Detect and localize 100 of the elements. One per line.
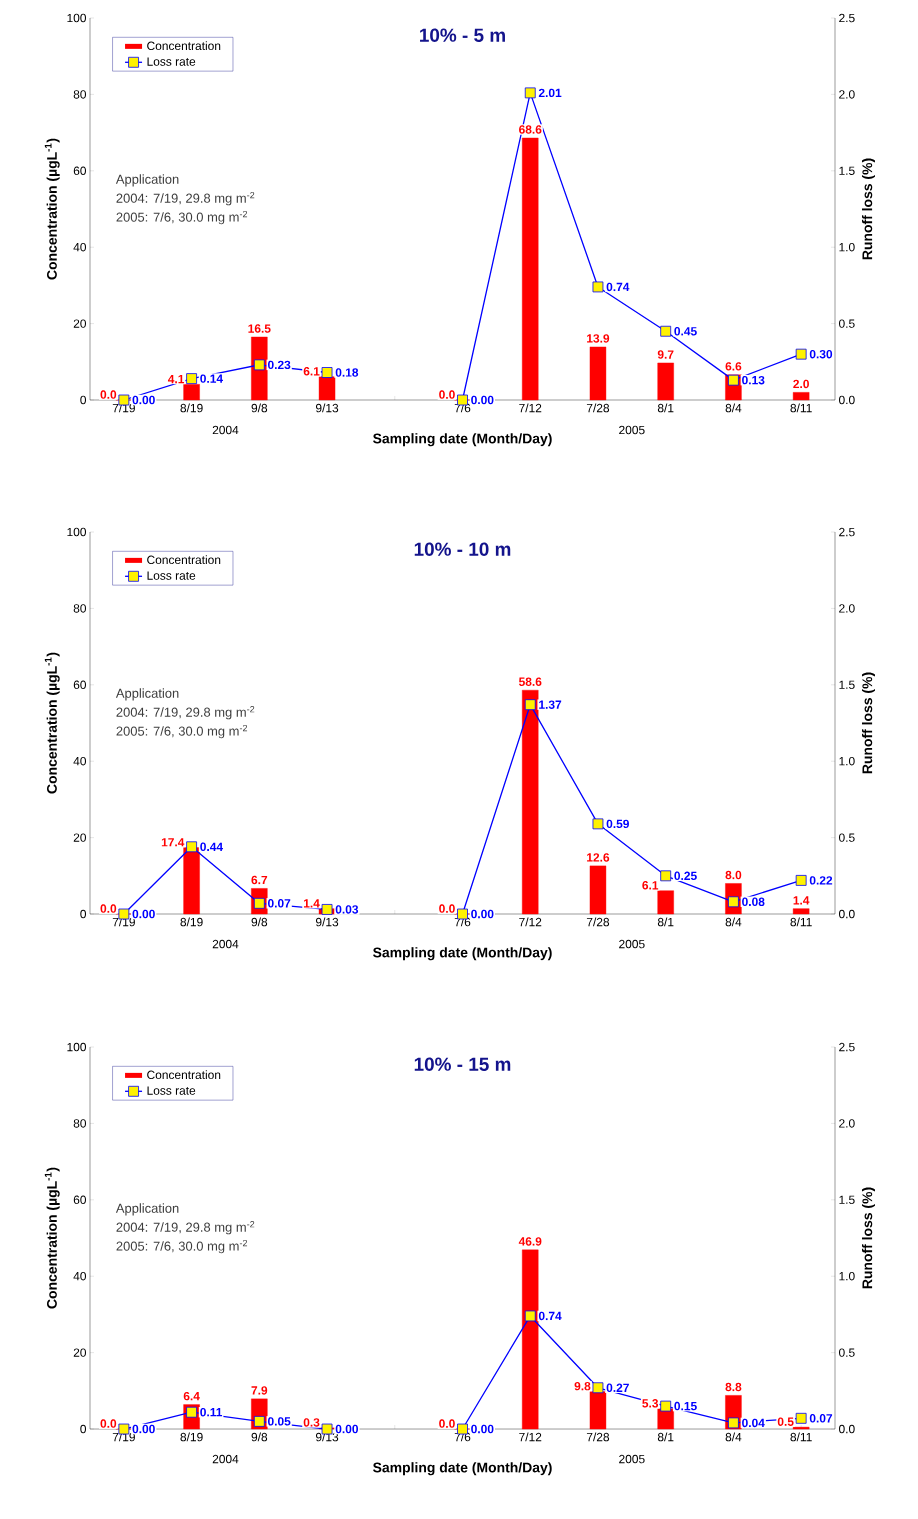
x-tick-label: 9/8 xyxy=(251,403,268,413)
y-tick-label: 80 xyxy=(73,90,87,99)
data-label: 4.1 xyxy=(167,374,185,384)
data-label: 17.4 xyxy=(161,838,185,847)
x-tick-label: 8/4 xyxy=(725,403,742,413)
chart-title: 10% - 5 m xyxy=(420,28,505,42)
x-tick-label: 8/4 xyxy=(725,1432,742,1442)
data-label: 0.0 xyxy=(439,904,455,913)
y-tick-label: 20 xyxy=(73,319,87,328)
annotation: 2004: 7/19, 29.8 mg m$^{-2}$ xyxy=(116,191,255,206)
data-label: 6.1 xyxy=(642,881,659,890)
data-label: 0.44 xyxy=(200,842,223,852)
data-label: 0.00 xyxy=(471,909,494,919)
annotation: Application xyxy=(115,688,179,701)
data-label: 9.8 xyxy=(574,1381,591,1391)
data-label: 1.37 xyxy=(539,700,562,709)
data-label: 0.0 xyxy=(439,1419,455,1428)
x-tick-label: 7/28 xyxy=(586,917,610,927)
data-label: 16.5 xyxy=(248,324,271,333)
x-axis-title: Sampling date (Month/Day) xyxy=(373,433,552,447)
data-label: 0.25 xyxy=(674,871,697,881)
x-tick-label: 8/19 xyxy=(180,1432,203,1442)
x-tick-label: 9/8 xyxy=(251,1432,268,1442)
y2-tick-label: 1.5 xyxy=(839,1195,855,1204)
data-label: 0.15 xyxy=(674,1401,697,1411)
data-label: 46.9 xyxy=(518,1237,542,1246)
y2-tick-label: 1.0 xyxy=(839,1271,855,1281)
data-label: 0.00 xyxy=(132,395,155,405)
text: 2005 xyxy=(619,939,645,949)
x-tick-label: 7/28 xyxy=(586,403,610,413)
data-label: 0.00 xyxy=(335,1424,359,1434)
y-tick-label: 80 xyxy=(73,604,87,613)
data-label: 0.18 xyxy=(335,368,359,377)
data-label: 0.0 xyxy=(439,390,455,399)
data-label: 7.9 xyxy=(251,1386,268,1395)
y-tick-label: 0 xyxy=(80,395,87,405)
annotation: 2005: 7/6, 30.0 mg m$^{-2}$ xyxy=(116,724,248,739)
data-label: 1.4 xyxy=(303,899,320,908)
y-axis-title: Concentration (µgL$^{-1}$) xyxy=(44,1167,60,1309)
y-tick-label: 100 xyxy=(67,1042,87,1052)
data-label: 0.0 xyxy=(100,390,117,399)
legend-label: Loss rate xyxy=(147,571,196,580)
legend-label: Concentration xyxy=(147,555,221,565)
x-tick-label: 8/1 xyxy=(657,1432,674,1442)
y-axis-title: Concentration (µgL$^{-1}$) xyxy=(44,652,60,794)
x-tick-label: 8/1 xyxy=(657,917,674,927)
y-tick-label: 0 xyxy=(80,1424,87,1434)
y2-tick-label: 1.5 xyxy=(839,680,855,689)
y-tick-label: 60 xyxy=(73,1195,87,1205)
annotation: 2005: 7/6, 30.0 mg m$^{-2}$ xyxy=(116,210,248,225)
y2-tick-label: 2.5 xyxy=(839,527,855,537)
x-tick-label: 7/12 xyxy=(519,1432,542,1442)
y2-tick-label: 1.5 xyxy=(839,166,855,175)
data-label: 0.45 xyxy=(674,327,697,336)
data-label: 0.22 xyxy=(809,876,833,885)
y-tick-label: 60 xyxy=(73,680,87,690)
data-label: 2.01 xyxy=(538,88,562,98)
data-label: 0.07 xyxy=(809,1414,833,1423)
x-tick-label: 8/11 xyxy=(790,917,812,927)
data-label: 0.00 xyxy=(471,395,494,405)
data-label: 0.03 xyxy=(335,905,359,914)
y2-tick-label: 0.0 xyxy=(839,1424,855,1434)
data-label: 9.7 xyxy=(657,350,674,359)
data-label: 0.00 xyxy=(132,909,155,919)
y-tick-label: 20 xyxy=(73,833,87,842)
text: 2004 xyxy=(212,425,239,435)
x-tick-label: 8/19 xyxy=(180,917,203,927)
text: 2004 xyxy=(212,1454,239,1464)
y-tick-label: 80 xyxy=(73,1119,87,1128)
data-label: 1.4 xyxy=(793,896,810,905)
data-label: 0.04 xyxy=(742,1418,765,1428)
y2-tick-label: 0.5 xyxy=(839,1348,855,1357)
y2-axis-title: Runoff loss (%) xyxy=(861,1187,875,1289)
data-label: 0.3 xyxy=(303,1418,320,1427)
text: 2005 xyxy=(619,1454,645,1464)
annotation: Application xyxy=(115,174,179,187)
annotation: 2004: 7/19, 29.8 mg m$^{-2}$ xyxy=(116,1220,255,1235)
x-tick-label: 7/12 xyxy=(519,917,542,927)
y2-tick-label: 2.0 xyxy=(839,90,855,99)
x-tick-label: 9/13 xyxy=(315,917,339,927)
data-label: 0.00 xyxy=(132,1424,155,1434)
x-tick-label: 8/1 xyxy=(657,403,674,413)
x-tick-label: 8/19 xyxy=(180,403,203,413)
data-label: 0.08 xyxy=(742,897,765,907)
data-label: 0.74 xyxy=(606,282,630,292)
x-axis-title: Sampling date (Month/Day) xyxy=(373,1462,552,1476)
chart-title: 10% - 15 m xyxy=(414,1057,511,1071)
data-label: 58.6 xyxy=(518,677,542,686)
data-label: 0.5 xyxy=(777,1417,794,1426)
legend-label: Concentration xyxy=(147,1070,221,1080)
y2-tick-label: 1.0 xyxy=(839,756,855,766)
x-tick-label: 8/4 xyxy=(725,917,742,927)
legend-label: Loss rate xyxy=(147,1086,196,1095)
data-label: 0.30 xyxy=(809,349,833,359)
y2-tick-label: 0.5 xyxy=(839,833,855,842)
annotation: 2005: 7/6, 30.0 mg m$^{-2}$ xyxy=(116,1239,248,1254)
x-tick-label: 9/8 xyxy=(251,917,268,927)
data-label: 0.59 xyxy=(606,819,629,829)
y2-tick-label: 0.5 xyxy=(839,319,855,328)
y-tick-label: 100 xyxy=(67,527,87,537)
